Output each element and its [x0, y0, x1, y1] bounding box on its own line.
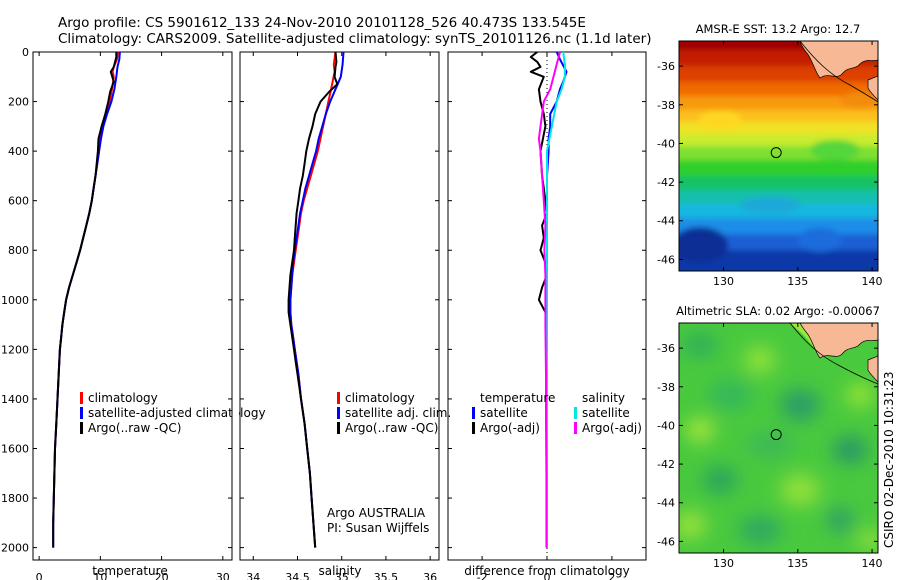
series-line-salinity-argo-adj — [537, 52, 561, 548]
y-tick-label: 600 — [8, 195, 29, 208]
plot-frame — [32, 51, 233, 561]
legend-label: satellite — [480, 406, 528, 420]
pi-label: PI: Susan Wijffels — [327, 521, 429, 535]
x-axis-label-salinity: salinity — [318, 564, 361, 578]
plot-frame — [239, 51, 440, 561]
landmass — [799, 41, 878, 79]
y-tick-label: -40 — [657, 137, 675, 150]
legend-difference: temperature satellite Argo(-adj) salinit… — [472, 391, 642, 435]
argo-float-marker — [770, 147, 782, 159]
x-tick-label: 20 — [155, 571, 169, 580]
sst-map: 130 135 140 -36 -38 -40 -42 -44 -46 — [657, 40, 883, 288]
salinity-profile-panel: 34 34.5 35 35.5 36 — [239, 51, 440, 580]
legend-label: Argo(-adj) — [582, 421, 642, 435]
x-axis-label-temperature: temperature — [92, 564, 167, 578]
x-tick-label: 10 — [93, 571, 107, 580]
temperature-profile-panel: 0 10 20 30 0 200 400 600 800 1000 1200 1400 1600 1800… — [1, 46, 233, 580]
x-axis-label-difference: difference from climatology — [464, 564, 630, 578]
y-tick-label: 1800 — [1, 492, 29, 505]
legend-label: satellite — [582, 406, 630, 420]
y-tick-label: 2000 — [1, 542, 29, 555]
legend-swatch-satellite — [80, 407, 83, 419]
x-tick-label: 0 — [544, 571, 551, 580]
legend-swatch-salinity-argo — [574, 422, 577, 434]
x-tick-label: 2 — [608, 571, 615, 580]
header-line-2: Climatology: CARS2009. Satellite-adjuste… — [58, 31, 651, 47]
legend-label: Argo(..raw -QC) — [345, 421, 438, 435]
y-tick-label: -44 — [657, 497, 675, 510]
legend-swatch-climatology — [337, 392, 340, 404]
legend-swatch-temperature-satellite — [472, 407, 475, 419]
y-tick-label: 1600 — [1, 442, 29, 455]
x-tick-label: 0 — [36, 571, 43, 580]
argo-float-marker — [770, 429, 782, 441]
y-tick-label: -38 — [657, 99, 675, 112]
legend-swatch-argo — [80, 422, 83, 434]
y-tick-label: 1200 — [1, 343, 29, 356]
series-line-salinity-satellite — [546, 52, 566, 548]
y-tick-label: -42 — [657, 176, 675, 189]
legend-swatch-satellite — [337, 407, 340, 419]
sla-field — [679, 333, 878, 550]
sst-field — [679, 41, 878, 271]
y-tick-label: -42 — [657, 458, 675, 471]
legend-label: Argo(..raw -QC) — [88, 421, 181, 435]
y-tick-label: -44 — [657, 215, 675, 228]
shelf-contour — [789, 323, 878, 385]
legend-swatch-salinity-satellite — [574, 407, 577, 419]
y-tick-label: 800 — [8, 244, 29, 257]
x-tick-label: 36 — [423, 571, 437, 580]
legend-swatch-temperature-argo — [472, 422, 475, 434]
shelf-contour — [799, 41, 878, 103]
legend-heading-temperature: temperature — [480, 391, 555, 405]
legend-heading-salinity: salinity — [582, 391, 625, 405]
x-tick-label: 35 — [335, 571, 349, 580]
legend-label: Argo(-adj) — [480, 421, 540, 435]
x-tick-label: 130 — [713, 275, 734, 288]
y-tick-label: 1000 — [1, 294, 29, 307]
sla-map: 130 135 140 -36 -38 -40 -42 -44 -46 — [657, 322, 883, 570]
landmass — [799, 323, 878, 359]
series-line-argo-raw-qc — [287, 52, 339, 548]
argo-program-label: Argo AUSTRALIA — [327, 506, 426, 520]
legend-swatch-climatology — [80, 392, 83, 404]
y-tick-label: -46 — [657, 535, 675, 548]
x-tick-label: 130 — [713, 557, 734, 570]
sla-map-title: Altimetric SLA: 0.02 Argo: -0.00067 — [676, 304, 880, 318]
map-frame — [678, 40, 879, 272]
legend-temperature: climatology satellite-adjusted climatolo… — [80, 391, 266, 435]
csiro-timestamp: CSIRO 02-Dec-2010 10:31:23 — [882, 371, 896, 548]
x-tick-label: 140 — [862, 557, 883, 570]
y-tick-label: 200 — [8, 96, 29, 109]
y-tick-label: 1400 — [1, 393, 29, 406]
x-tick-label: 140 — [862, 275, 883, 288]
legend-label: satellite-adjusted climatology — [88, 406, 266, 420]
x-tick-label: 135 — [787, 275, 808, 288]
x-tick-label: 35.5 — [374, 571, 399, 580]
legend-label: climatology — [345, 391, 415, 405]
x-tick-label: 30 — [216, 571, 230, 580]
sst-map-title: AMSR-E SST: 13.2 Argo: 12.7 — [696, 22, 861, 36]
y-tick-label: -36 — [657, 60, 675, 73]
y-tick-label: -36 — [657, 342, 675, 355]
y-tick-label: -40 — [657, 419, 675, 432]
y-tick-label: -46 — [657, 253, 675, 266]
difference-profile-panel: -2 0 2 — [447, 51, 647, 580]
x-tick-label: 34 — [246, 571, 260, 580]
y-tick-label: 400 — [8, 145, 29, 158]
series-line-argo-raw-qc — [52, 52, 118, 548]
legend-label: climatology — [88, 391, 158, 405]
header-line-1: Argo profile: CS 5901612_133 24-Nov-2010… — [58, 15, 586, 31]
legend-clip-mask — [233, 390, 239, 440]
y-tick-label: -38 — [657, 381, 675, 394]
legend-swatch-argo — [337, 422, 340, 434]
map-frame — [678, 322, 879, 554]
x-tick-label: -2 — [477, 571, 488, 580]
legend-salinity: climatology satellite adj. clim. Argo(..… — [337, 391, 451, 435]
y-tick-label: 0 — [22, 46, 29, 59]
x-tick-label: 135 — [787, 557, 808, 570]
legend-label: satellite adj. clim. — [345, 406, 451, 420]
x-tick-label: 34.5 — [285, 571, 310, 580]
